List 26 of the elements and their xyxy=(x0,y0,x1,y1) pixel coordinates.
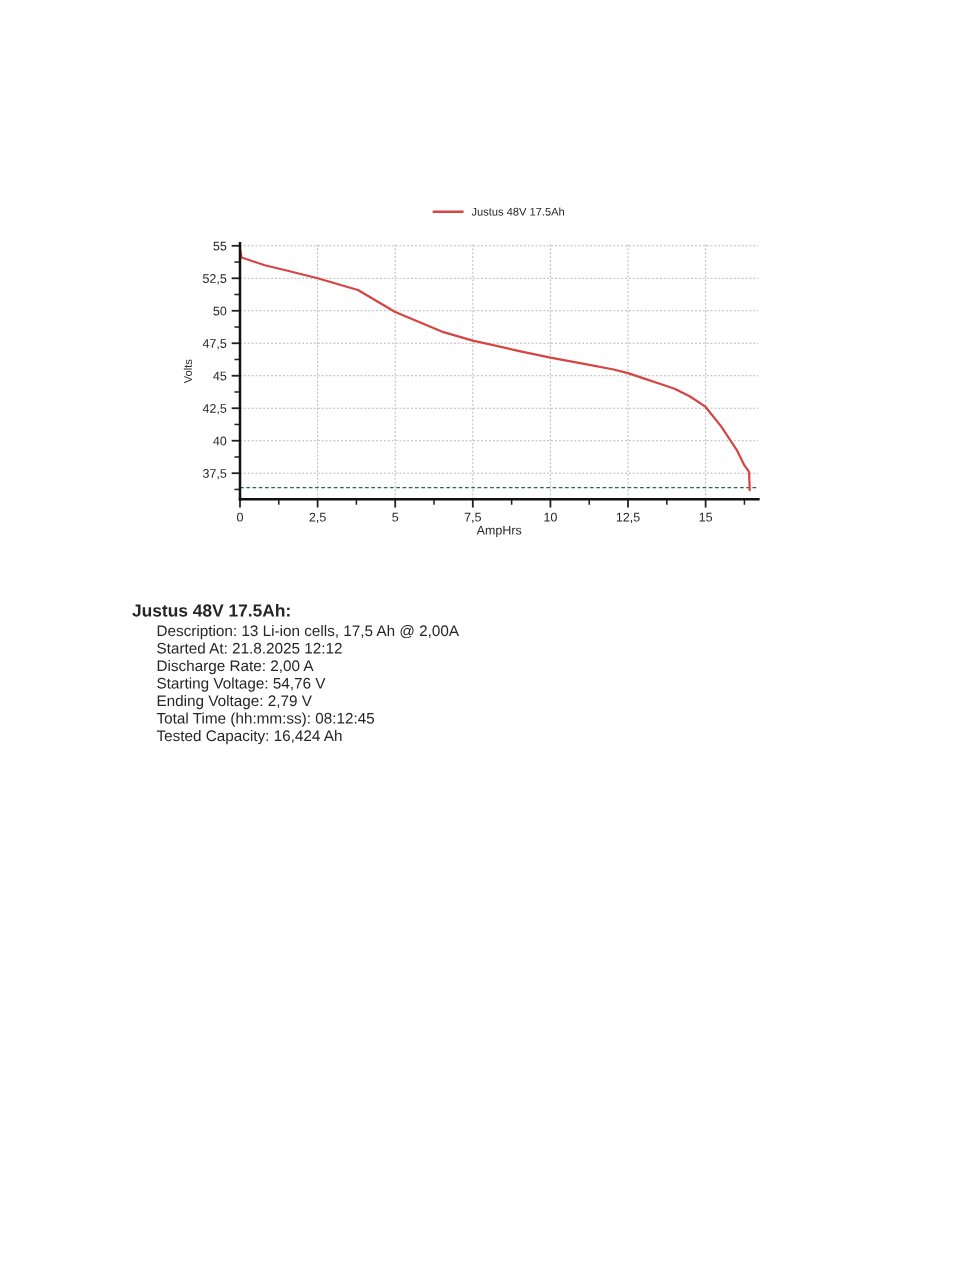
y-tick-label: 50 xyxy=(213,306,227,316)
text: Starting Voltage: 54,76 V xyxy=(157,677,326,692)
y-axis-title: Volts xyxy=(183,359,192,384)
text: Description: 13 Li-ion cells, 17,5 Ah @ 2,00A xyxy=(157,624,460,640)
x-tick-label: 5 xyxy=(392,512,399,522)
x-tick-label: 2,5 xyxy=(309,512,326,524)
y-tick-label: 55 xyxy=(213,241,227,251)
y-tick-label: 40 xyxy=(213,436,227,446)
x-tick-label: 15 xyxy=(699,512,713,522)
y-tick-label: 52,5 xyxy=(202,274,227,285)
x-tick-label: 12,5 xyxy=(616,512,640,524)
text: Total Time (hh:mm:ss): 08:12:45 xyxy=(156,712,375,727)
legend-label: Justus 48V 17.5Ah xyxy=(471,207,565,216)
x-tick-label: 0 xyxy=(237,512,243,522)
x-axis-title: AmpHrs xyxy=(476,525,522,538)
text: Started At: 21.8.2025 12:12 xyxy=(157,642,342,654)
y-tick-label: 42,5 xyxy=(202,404,227,415)
text: Discharge Rate: 2,00 A xyxy=(157,659,314,675)
text: Justus 48V 17.5Ah: xyxy=(132,603,290,617)
text: Tested Capacity: 16,424 Ah xyxy=(156,729,342,745)
x-tick-label: 10 xyxy=(544,512,557,522)
y-tick-label: 47,5 xyxy=(202,339,227,350)
text: Ending Voltage: 2,79 V xyxy=(157,694,312,710)
y-tick-label: 45 xyxy=(213,371,227,381)
x-tick-label: 7,5 xyxy=(464,512,481,524)
y-tick-label: 37,5 xyxy=(202,469,227,480)
